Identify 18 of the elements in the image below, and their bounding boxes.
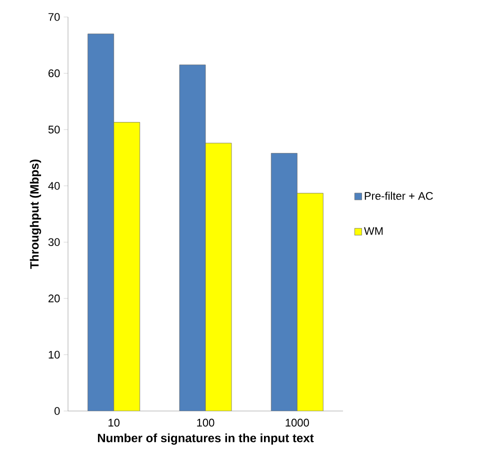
x-axis-title: Number of signatures in the input text <box>98 433 314 445</box>
legend-label: Pre-filter + AC <box>364 192 433 200</box>
x-tick-label: 1000 <box>286 418 309 427</box>
y-tick-label: 30 <box>48 238 60 246</box>
y-axis-title: Throughput (Mbps) <box>30 160 42 269</box>
x-tick-label: 10 <box>108 418 120 427</box>
legend-label: WM <box>364 227 383 235</box>
y-tick-label: 60 <box>48 69 60 78</box>
bar <box>205 142 232 411</box>
y-tick-label: 70 <box>48 13 60 21</box>
y-tick-label: 10 <box>48 350 60 359</box>
x-tick-label: 100 <box>197 418 214 427</box>
y-tick-label: 0 <box>54 407 60 415</box>
bar <box>114 122 140 411</box>
bar <box>296 192 324 411</box>
y-tick-label: 40 <box>48 182 60 190</box>
y-tick-label: 20 <box>48 294 60 302</box>
y-tick-label: 50 <box>48 126 60 134</box>
